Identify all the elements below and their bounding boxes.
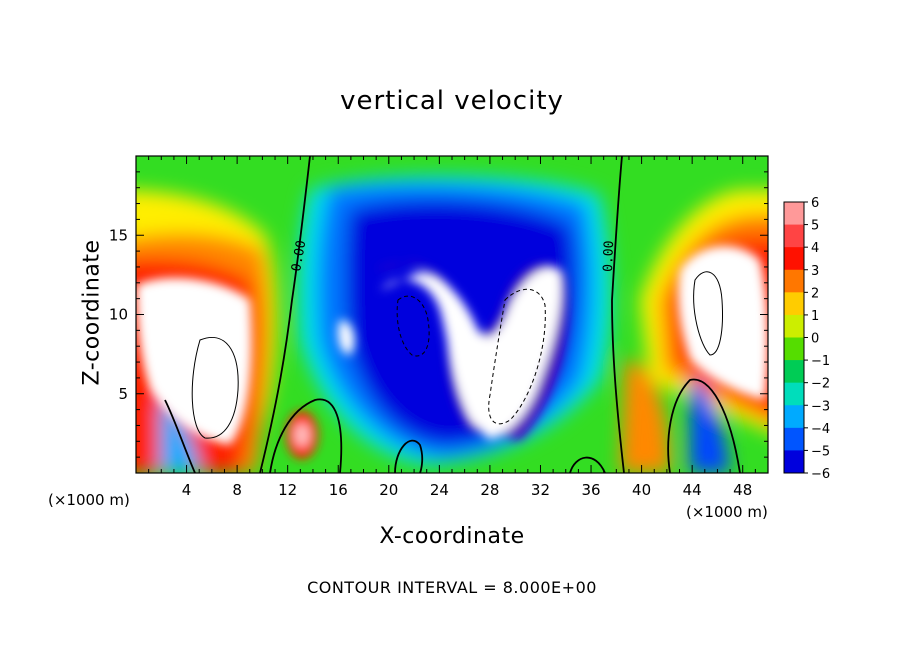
x-tick-label: 28 <box>480 481 499 499</box>
chart-title: vertical velocity <box>340 86 564 116</box>
contour-label-right: 0.00 <box>601 240 617 272</box>
colorbar-label: −2 <box>811 377 830 392</box>
colorbar-label: 4 <box>811 241 819 256</box>
colorbar-label: 5 <box>811 219 819 234</box>
x-axis: 4 8 12 16 20 24 28 32 36 40 44 48 <box>148 156 756 499</box>
colorbar-swatch <box>784 450 804 474</box>
x-unit-label: (×1000 m) <box>48 491 130 509</box>
y-tick-label: 5 <box>118 385 128 403</box>
x-tick-label: 8 <box>232 481 242 499</box>
colorbar-label: −3 <box>811 399 830 414</box>
colorbar-label: −6 <box>811 467 830 482</box>
colorbar-label: 2 <box>811 286 819 301</box>
level-contours <box>191 271 723 439</box>
zero-contours <box>164 156 741 473</box>
y-axis: 5 10 15 <box>109 171 768 458</box>
colorbar-swatch <box>784 314 804 338</box>
x-tick-label: 40 <box>632 481 651 499</box>
x-tick-label: 32 <box>531 481 550 499</box>
contour-label-left: 0.00 <box>289 239 309 272</box>
colorbar-swatch <box>784 224 804 248</box>
field-layer: 0.00 0.00 <box>136 156 768 473</box>
colorbar-swatch <box>784 337 804 361</box>
colorbar-label: 6 <box>811 196 819 211</box>
colorbar-label: −5 <box>811 444 830 459</box>
x-tick-label: 36 <box>581 481 600 499</box>
colorbar-swatch <box>784 292 804 316</box>
colorbar-label: 3 <box>811 264 819 279</box>
negative-contours <box>396 288 546 425</box>
colorbar-swatch <box>784 269 804 293</box>
colorbar-label: −1 <box>811 354 830 369</box>
y-tick-label: 10 <box>109 306 128 324</box>
x-axis-label: X-coordinate <box>379 524 525 549</box>
field-cores <box>136 246 768 459</box>
x-tick-label: 48 <box>733 481 752 499</box>
colorbar-swatch <box>784 405 804 429</box>
colorbar-swatch <box>784 360 804 384</box>
x-tick-label: 44 <box>683 481 702 499</box>
x-tick-label: 24 <box>430 481 449 499</box>
colorbar-label: 1 <box>811 309 819 324</box>
y-unit-label: (×1000 m) <box>686 503 768 521</box>
contour-interval-note: CONTOUR INTERVAL = 8.000E+00 <box>307 578 597 597</box>
colorbar-swatch <box>784 427 804 451</box>
colorbar-swatch <box>784 382 804 406</box>
x-tick-label: 16 <box>329 481 348 499</box>
x-tick-label: 12 <box>278 481 297 499</box>
y-tick-label: 15 <box>109 226 128 244</box>
x-tick-label: 20 <box>379 481 398 499</box>
x-tick-label: 4 <box>182 481 192 499</box>
colorbar-swatch <box>784 247 804 271</box>
colorbar: 6 5 4 3 2 1 0 −1 −2 −3 −4 −5 −6 <box>783 196 830 482</box>
colorbar-label: 0 <box>811 332 819 347</box>
colorbar-label: −4 <box>811 422 830 437</box>
colorbar-swatch <box>784 202 804 226</box>
